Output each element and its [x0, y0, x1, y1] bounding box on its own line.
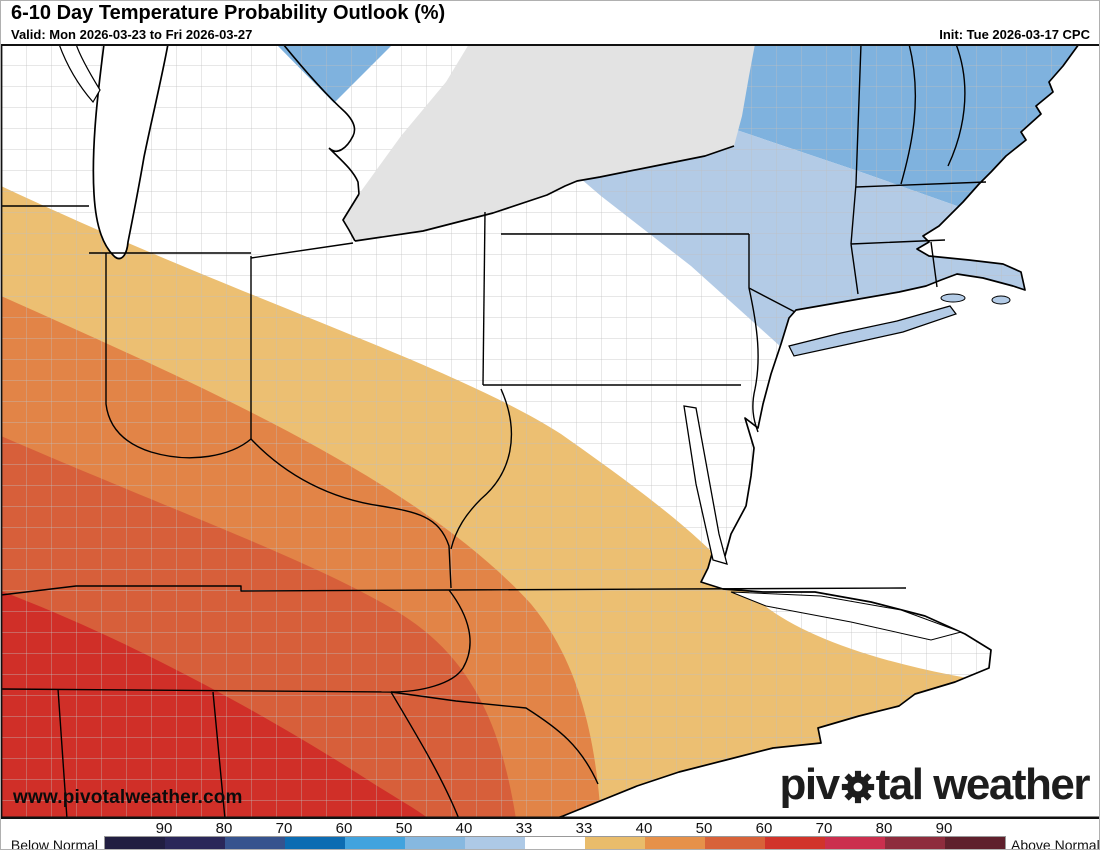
legend-segment [405, 837, 465, 849]
gear-icon [841, 770, 874, 803]
legend-segment [105, 837, 165, 849]
legend-tick: 60 [755, 820, 773, 837]
legend-tick: 70 [815, 820, 833, 837]
green-bay [58, 43, 101, 104]
marthas-vineyard [940, 293, 966, 303]
legend-tick: 60 [335, 820, 353, 837]
probability-legend: 90 80 70 60 50 40 33 33 40 50 60 70 80 90 Below Norma… [1, 819, 1100, 850]
pivotal-weather-logo: piv tal weather [779, 760, 1091, 809]
erie-ontario-shore [342, 145, 735, 242]
legend-segment [705, 837, 765, 849]
legend-segment [945, 837, 1005, 849]
nantucket [991, 295, 1011, 305]
legend-tick: 80 [215, 820, 233, 837]
legend-tick: 90 [935, 820, 953, 837]
pamlico-sound [730, 591, 963, 641]
above-normal-label: Above Normal [1011, 837, 1100, 850]
legend-segment [885, 837, 945, 849]
michigan-coast [282, 43, 360, 195]
legend-segment [525, 837, 585, 849]
state-borders [1, 43, 987, 820]
canada-region [343, 44, 755, 241]
legend-tick: 40 [635, 820, 653, 837]
legend-tick: 50 [695, 820, 713, 837]
atlantic-ocean [554, 44, 1099, 819]
legend-segment [465, 837, 525, 849]
chesapeake-bay [683, 405, 728, 565]
init-time-label: Init: Tue 2026-03-17 CPC [939, 27, 1090, 42]
legend-ticks: 90 80 70 60 50 40 33 33 40 50 60 70 80 90 [1, 819, 1099, 837]
coastline [553, 43, 1080, 820]
outlook-map [1, 43, 1099, 820]
long-island [788, 305, 957, 357]
legend-segment [165, 837, 225, 849]
legend-tick: 90 [155, 820, 173, 837]
valid-range-label: Valid: Mon 2026-03-23 to Fri 2026-03-27 [11, 27, 253, 42]
legend-tick: 50 [395, 820, 413, 837]
legend-segment [645, 837, 705, 849]
legend-tick: 70 [275, 820, 293, 837]
legend-segment [825, 837, 885, 849]
page-title: 6-10 Day Temperature Probability Outlook… [11, 2, 446, 24]
legend-segment [345, 837, 405, 849]
map-canvas [1, 43, 1099, 820]
legend-tick: 33 [515, 820, 533, 837]
legend-segment [225, 837, 285, 849]
legend-tick: 40 [455, 820, 473, 837]
logo-text-piv: piv [779, 760, 841, 809]
lake-michigan [92, 43, 170, 260]
watermark-url: www.pivotalweather.com [13, 787, 243, 808]
legend-segment [585, 837, 645, 849]
map-border-bottom [1, 816, 1099, 819]
map-border-left [1, 44, 3, 819]
legend-bar [104, 836, 1006, 849]
below-normal-label: Below Normal [10, 837, 98, 850]
legend-tick: 33 [575, 820, 593, 837]
map-border-top [1, 44, 1099, 46]
legend-segment [285, 837, 345, 849]
legend-segment [765, 837, 825, 849]
legend-tick: 80 [875, 820, 893, 837]
logo-text-tal-weather: tal weather [875, 760, 1091, 809]
